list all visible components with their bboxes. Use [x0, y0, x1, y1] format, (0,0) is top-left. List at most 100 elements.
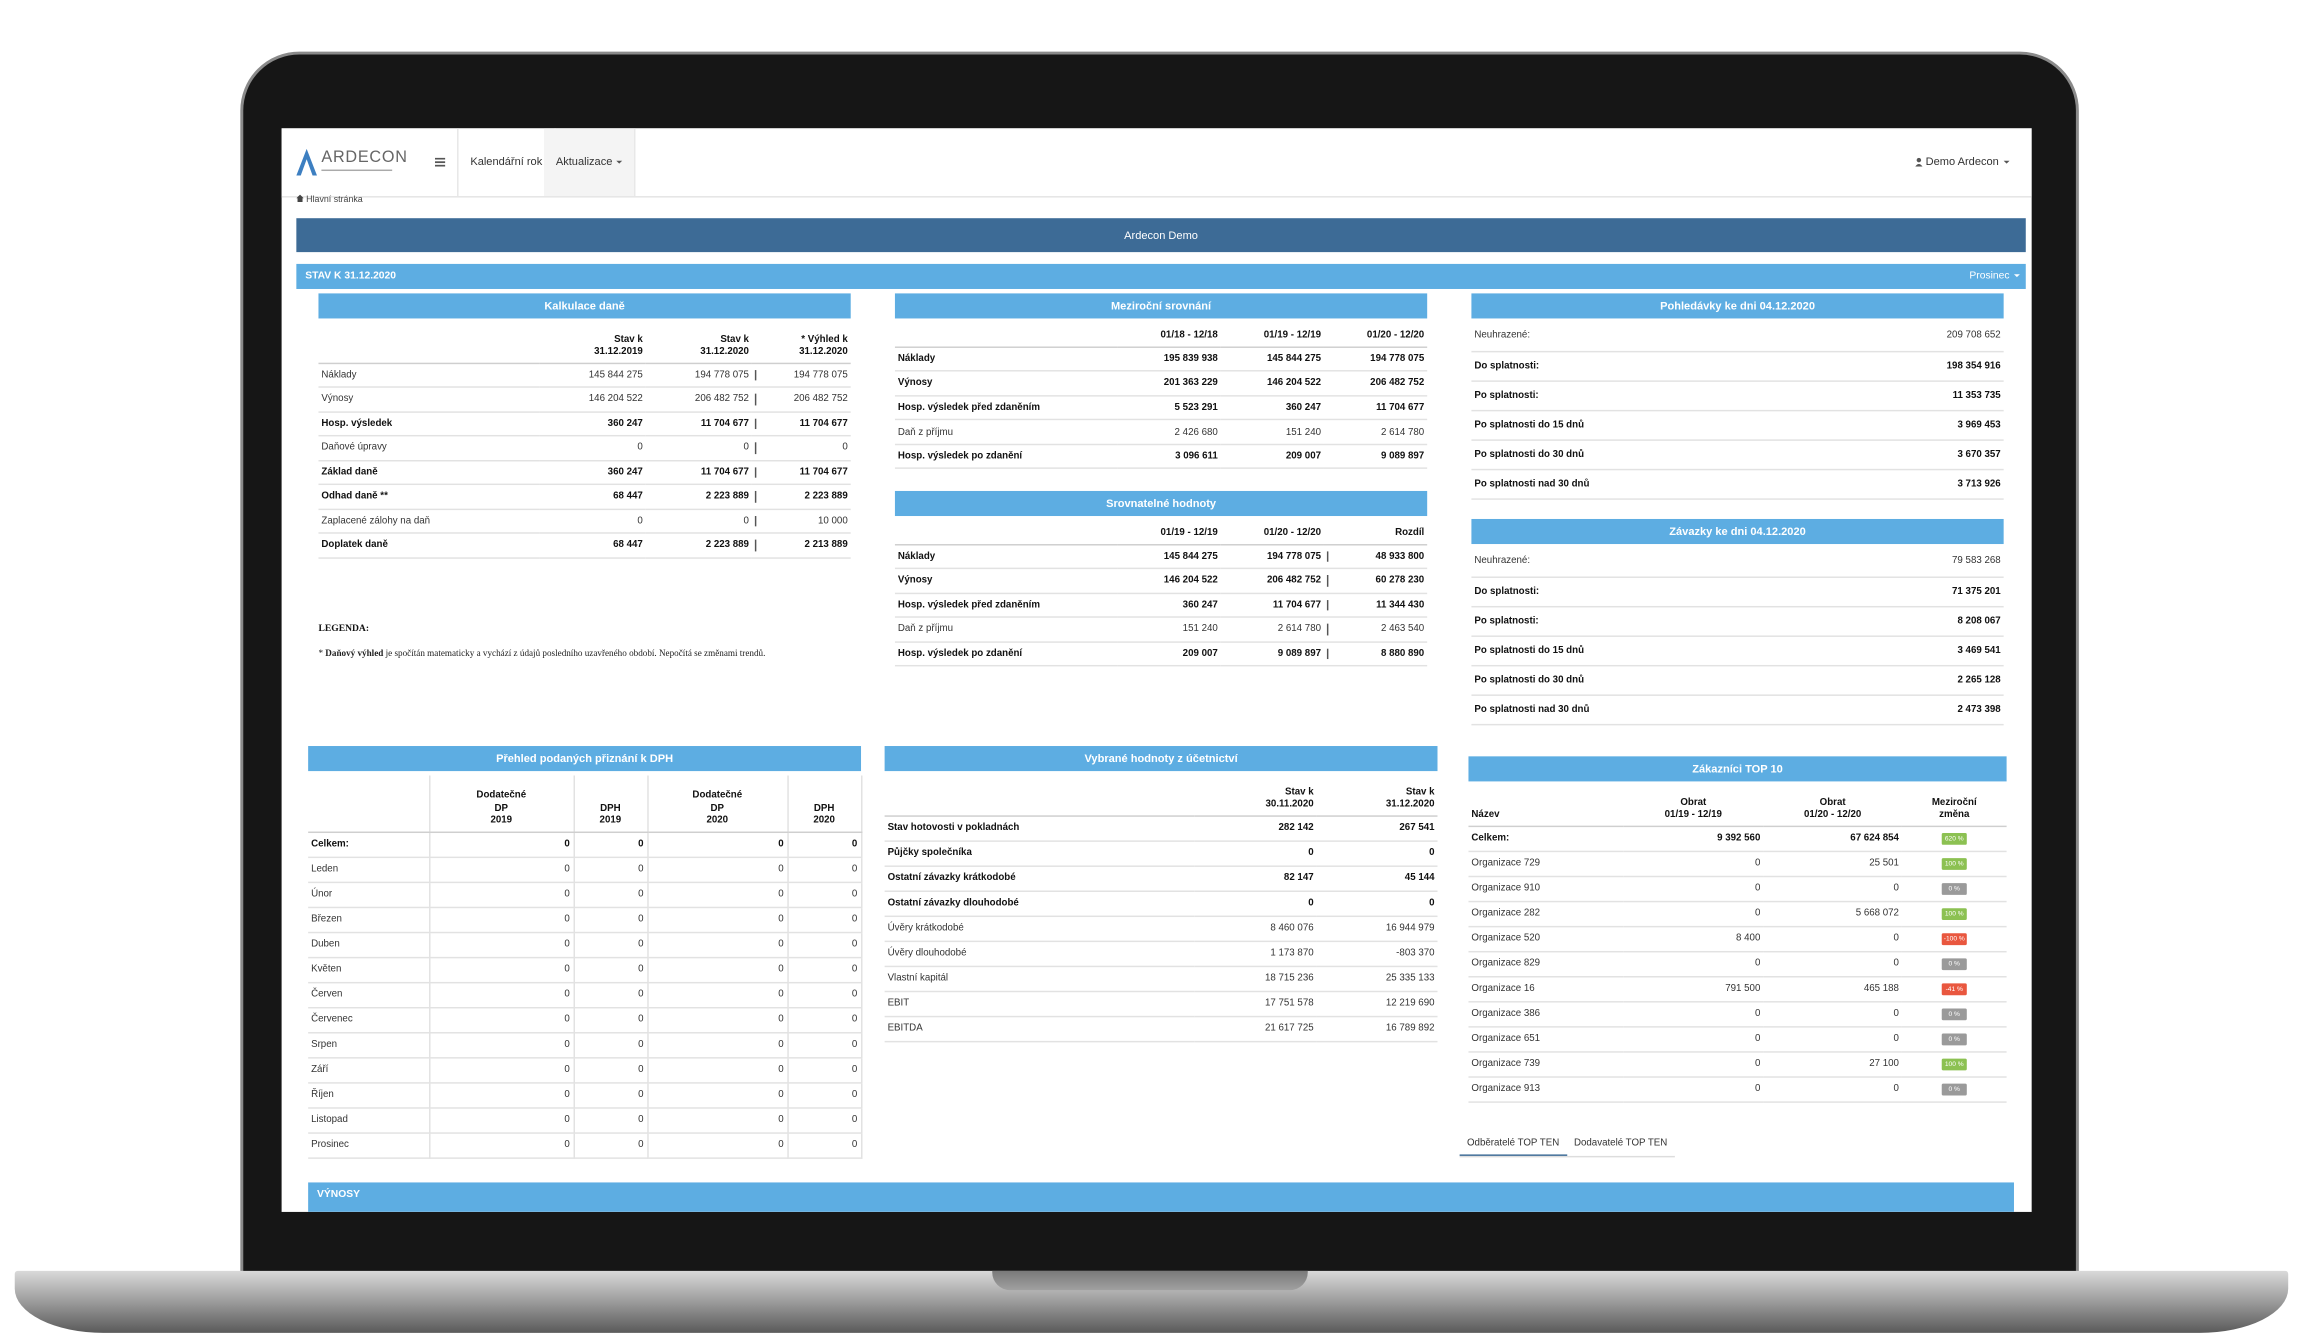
table-row: Hosp. výsledek 360 247 11 704 677 11 704 67…: [318, 411, 851, 437]
cell-value: 11 704 677: [751, 459, 851, 486]
header-row: Stav k 30.11.2020 Stav k 31.12.2020: [884, 775, 1438, 817]
caret: [2013, 274, 2020, 278]
table-body: 01/18 - 12/18 01/19 - 12/19 01/20 - 12/20 N…: [894, 322, 1428, 470]
cell-value: 0: [1194, 890, 1317, 917]
row-label: Červen: [308, 981, 430, 1008]
header-cell: * Výhled k 31.12.2020: [751, 322, 851, 364]
logo-text: ARDECON: [321, 148, 408, 167]
cell-value: 0: [573, 981, 648, 1008]
month-select[interactable]: Prosinec: [1969, 264, 2020, 289]
row-label: Náklady: [894, 346, 1118, 372]
header-cell: Dodatečné DP 2020: [647, 775, 789, 833]
change-cell: 0 %: [1901, 875, 2007, 902]
row-label: Hosp. výsledek po zdanění: [894, 641, 1118, 667]
cell-value: 0: [573, 931, 648, 958]
cell-value: 0: [429, 1057, 575, 1083]
change-cell: 100 %: [1901, 1051, 2007, 1078]
panel: Srovnatelné hodnoty 01/19 - 12/19 01/20 - …: [894, 490, 1428, 667]
panel-title-text: Pohledávky ke dni 04.12.2020: [1660, 299, 1815, 313]
cell-value: 0: [787, 856, 862, 883]
table-row: Hosp. výsledek po zdanění 3 096 611 209 00…: [894, 444, 1428, 470]
table-row: Organizace 282 0 5 668 072 100 %: [1468, 900, 2007, 927]
header-text: 01/20 - 12/20: [1803, 809, 1862, 820]
header-row: 01/18 - 12/18 01/19 - 12/19 01/20 - 12/20: [894, 322, 1428, 348]
cell-value: 0: [429, 956, 575, 983]
cell-value: 5 523 291: [1117, 395, 1221, 421]
cell-value: 8 208 067: [1840, 605, 2004, 637]
table-body: Stav k 31.12.2019 Stav k 31.12.2020 * Výhled…: [318, 322, 851, 559]
header-row: Dodatečné DP 2019 DPH 2019 Dodatečné DP 2020 DPH…: [308, 775, 862, 833]
table-row: Náklady 145 844 275 194 778 075 194 778 075: [318, 362, 851, 388]
header-text: Stav k: [1284, 786, 1314, 797]
cell-value: 0: [647, 1107, 789, 1134]
header-text: 31.12.2019: [594, 346, 643, 357]
user-menu[interactable]: Demo Ardecon: [1903, 128, 2021, 196]
cell-value: 9 089 897: [1220, 641, 1324, 667]
cell-value: 1 173 870: [1194, 940, 1317, 967]
panel-title: Přehled podaných přiznání k DPH: [308, 746, 862, 772]
cell-value: 0: [1623, 1051, 1764, 1078]
header-cell: 01/20 - 12/20: [1323, 322, 1428, 348]
table-row: Výnosy 146 204 522 206 482 752 206 482 752: [318, 387, 851, 413]
cell-value: 194 778 075: [751, 362, 851, 388]
tab[interactable]: Odběratelé TOP TEN: [1459, 1134, 1567, 1156]
hamburger-icon: [434, 157, 446, 167]
table-row: Leden 0 0 0 0: [308, 856, 862, 883]
nav-update[interactable]: Aktualizace: [544, 128, 636, 197]
change-badge: 100 %: [1941, 1057, 1967, 1070]
header-text: Název: [1471, 809, 1500, 820]
header-row: 01/19 - 12/19 01/20 - 12/20 Rozdíl: [894, 520, 1428, 545]
row-label: Odhad daně **: [318, 483, 540, 510]
cell-value: 0: [429, 1132, 575, 1159]
change-cell: -100 %: [1901, 925, 2007, 952]
cell-value: 151 240: [1220, 419, 1324, 446]
header-cell: DPH 2019: [573, 775, 648, 833]
panel: Přehled podaných přiznání k DPH Dodatečné…: [308, 746, 862, 1159]
cell-value: 206 482 752: [645, 387, 752, 413]
table-row: Úvěry dlouhodobé 1 173 870 -803 370: [884, 940, 1438, 967]
row-label: Neuhrazené:: [1471, 546, 1841, 578]
nav-calendar-year[interactable]: Kalendářní rok: [457, 128, 556, 197]
cell-value: 194 778 075: [1220, 544, 1324, 570]
cell-value: 0: [573, 1107, 648, 1134]
row-label: Organizace 829: [1468, 950, 1624, 977]
cell-value: 9 392 560: [1623, 825, 1764, 852]
row-label: Listopad: [308, 1107, 430, 1134]
cell-value: 11 704 677: [1220, 592, 1324, 618]
cell-value: 16 789 892: [1316, 1015, 1438, 1042]
row-label: Základ daně: [318, 459, 540, 486]
row-label: Organizace 386: [1468, 1001, 1624, 1027]
cell-value: 12 219 690: [1316, 990, 1438, 1017]
cell-value: 145 844 275: [1117, 544, 1221, 570]
cell-value: 17 751 578: [1194, 990, 1317, 1017]
data-table: Název Obrat 01/19 - 12/19 Obrat 01/20 - 12/2…: [1468, 785, 2007, 1103]
logo-rule: [321, 169, 393, 172]
row-label: Daň z příjmu: [894, 617, 1118, 643]
header-text: 2020: [706, 815, 729, 826]
table-body: 01/19 - 12/19 01/20 - 12/20 Rozdíl Náklady 1…: [894, 520, 1428, 667]
row-label: Po splatnosti do 15 dnů: [1471, 635, 1841, 666]
change-cell: 0 %: [1901, 1001, 2007, 1027]
data-table: 01/18 - 12/18 01/19 - 12/19 01/20 - 12/20 N…: [894, 322, 1428, 470]
row-label: Po splatnosti nad 30 dnů: [1471, 694, 1841, 725]
header-cell: Dodatečné DP 2019: [429, 775, 575, 833]
row-label: Daň z příjmu: [894, 419, 1118, 446]
header-text: Rozdíl: [1395, 527, 1425, 539]
menu-toggle[interactable]: [423, 128, 459, 197]
cell-value: 0: [573, 1132, 648, 1159]
row-label: Leden: [308, 856, 430, 883]
cell-value: 2 426 680: [1117, 419, 1221, 446]
cell-value: 0: [787, 956, 862, 983]
tab[interactable]: Dodavatelé TOP TEN: [1573, 1138, 1668, 1149]
header-cell: Obrat 01/19 - 12/19: [1623, 785, 1764, 827]
cell-value: 206 482 752: [1323, 370, 1428, 397]
cell-value: 3 670 357: [1840, 439, 2004, 470]
table-row: Po splatnosti: 11 353 735: [1471, 380, 2004, 411]
table-row: Půjčky společníka 0 0: [884, 840, 1438, 867]
cell-value: 10 000: [751, 507, 851, 534]
table-row: Prosinec 0 0 0 0: [308, 1132, 862, 1159]
cell-value: 0: [647, 981, 789, 1008]
table-row: Výnosy 201 363 229 146 204 522 206 482 752: [894, 370, 1428, 397]
month-label: Prosinec: [1969, 271, 2010, 282]
